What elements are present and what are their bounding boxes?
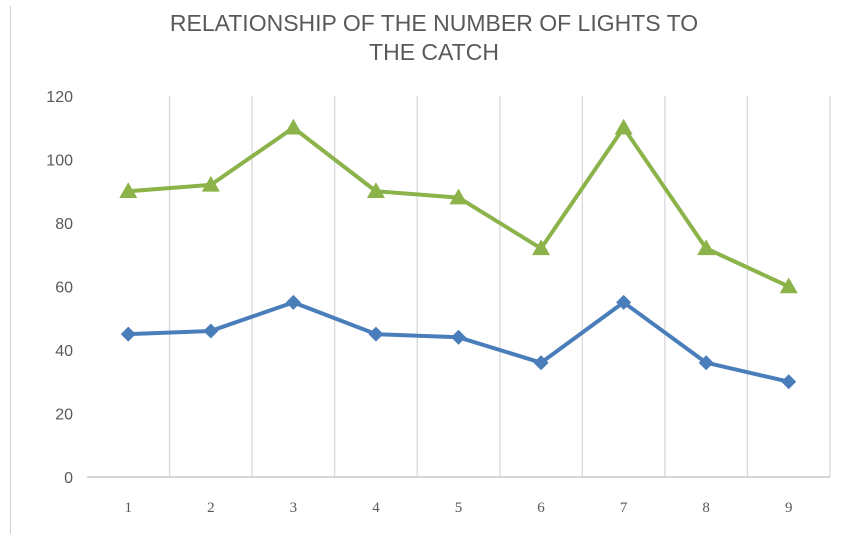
y-tick-label: 40 <box>55 343 73 360</box>
y-tick-label: 120 <box>46 89 73 106</box>
data-point-diamond <box>451 329 466 345</box>
x-tick-label: 9 <box>785 500 793 516</box>
data-point-triangle <box>449 188 468 205</box>
x-tick-label: 7 <box>620 500 628 516</box>
chart-frame <box>10 6 838 534</box>
x-tick-label: 6 <box>537 500 545 516</box>
x-tick-label: 3 <box>290 500 298 516</box>
data-point-triangle <box>284 118 303 135</box>
y-axis-tick-labels: 0 20 40 60 80 100 120 <box>46 89 73 487</box>
data-point-diamond <box>698 355 714 371</box>
data-point-diamond <box>533 355 549 371</box>
x-tick-label: 5 <box>455 500 463 516</box>
data-point-triangle <box>201 175 220 192</box>
data-point-diamond <box>616 294 632 310</box>
y-tick-label: 80 <box>55 216 73 233</box>
data-point-triangle <box>532 239 551 256</box>
data-point-triangle <box>366 182 385 198</box>
x-tick-label: 4 <box>372 500 380 516</box>
x-tick-label: 1 <box>125 500 133 516</box>
y-tick-label: 0 <box>64 470 73 487</box>
series-line <box>126 125 791 289</box>
data-point-diamond <box>120 326 136 342</box>
chart-title: RELATIONSHIP OF THE NUMBER OF LIGHTS TO … <box>170 10 698 65</box>
x-axis-tick-labels: 1 2 3 4 5 6 7 8 9 <box>125 500 793 516</box>
y-tick-label: 20 <box>55 407 73 424</box>
chart-title-line-1: RELATIONSHIP OF THE NUMBER OF LIGHTS TO <box>170 10 698 36</box>
y-tick-label: 100 <box>46 153 73 170</box>
data-point-diamond <box>781 374 797 390</box>
vertical-gridlines <box>168 96 831 477</box>
chart-title-line-2: THE CATCH <box>369 39 499 65</box>
series-1 <box>119 118 798 294</box>
series-layer <box>119 118 798 390</box>
y-tick-label: 60 <box>55 280 73 297</box>
data-point-triangle <box>119 182 138 198</box>
x-tick-label: 8 <box>702 500 710 516</box>
data-point-triangle <box>779 277 798 294</box>
x-tick-label: 2 <box>207 500 215 516</box>
data-point-diamond <box>203 323 219 339</box>
data-point-triangle <box>697 239 716 256</box>
data-point-diamond <box>368 326 384 342</box>
data-point-diamond <box>285 294 301 310</box>
series-2 <box>120 294 797 390</box>
data-point-triangle <box>614 118 633 135</box>
